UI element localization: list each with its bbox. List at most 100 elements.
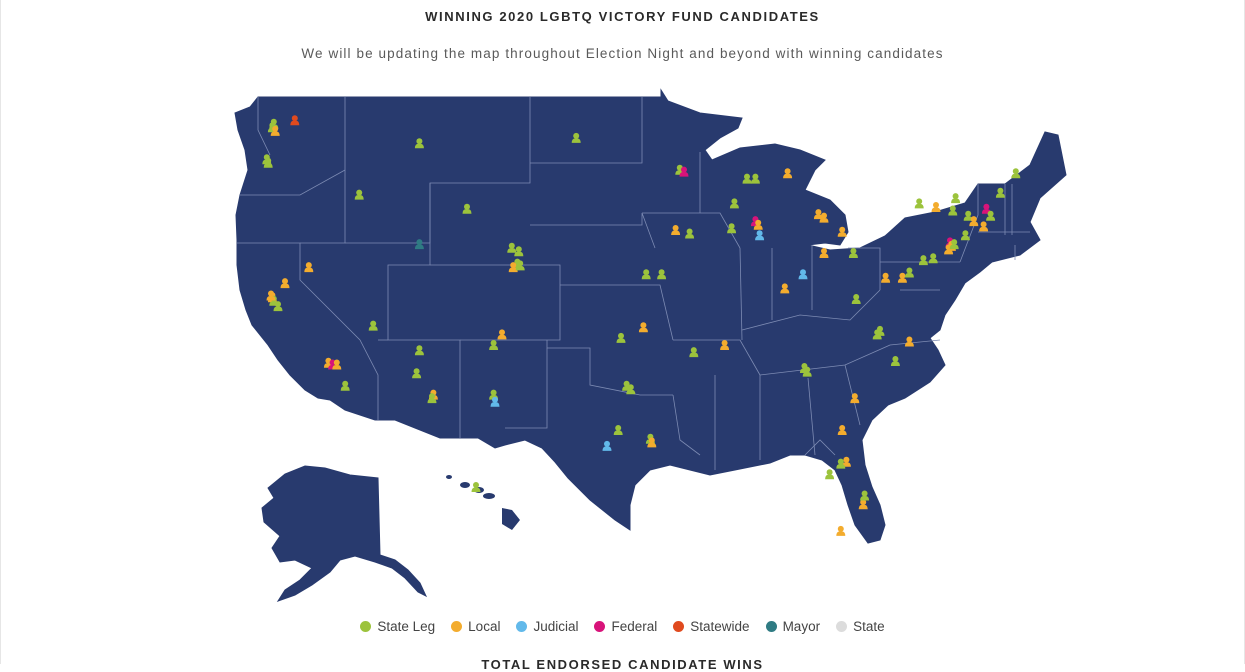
candidate-marker-local[interactable] bbox=[836, 525, 846, 536]
candidate-marker-state-leg[interactable] bbox=[727, 223, 737, 234]
candidate-marker-state-leg[interactable] bbox=[904, 267, 914, 278]
candidate-marker-state-leg[interactable] bbox=[963, 210, 973, 221]
legend-item-federal[interactable]: Federal bbox=[594, 619, 657, 634]
legend-dot-judicial bbox=[516, 621, 528, 632]
candidate-marker-state-leg[interactable] bbox=[1011, 168, 1021, 179]
candidate-marker-local[interactable] bbox=[647, 437, 657, 448]
candidate-marker-state-leg[interactable] bbox=[836, 458, 846, 469]
hawaii-shape[interactable] bbox=[446, 475, 520, 530]
candidate-marker-state-leg[interactable] bbox=[626, 384, 636, 395]
candidate-marker-state-leg[interactable] bbox=[412, 368, 422, 379]
candidate-marker-local[interactable] bbox=[332, 359, 342, 370]
candidate-marker-state-leg[interactable] bbox=[848, 248, 858, 258]
candidate-marker-mayor[interactable] bbox=[414, 239, 424, 250]
candidate-marker-state-leg[interactable] bbox=[354, 189, 364, 200]
page-title: WINNING 2020 LGBTQ VICTORY FUND CANDIDAT… bbox=[425, 9, 820, 24]
legend-item-state-leg[interactable]: State Leg bbox=[360, 619, 435, 634]
candidate-marker-local[interactable] bbox=[304, 262, 314, 273]
legend-item-state[interactable]: State bbox=[836, 619, 885, 634]
candidate-marker-state-leg[interactable] bbox=[951, 193, 961, 204]
candidate-marker-local[interactable] bbox=[671, 225, 681, 235]
candidate-marker-state-leg[interactable] bbox=[851, 294, 861, 304]
candidate-marker-judicial[interactable] bbox=[602, 440, 612, 451]
candidate-marker-statewide[interactable] bbox=[290, 115, 300, 126]
candidate-marker-state-leg[interactable] bbox=[685, 228, 695, 239]
candidate-marker-state-leg[interactable] bbox=[263, 157, 273, 168]
legend-dot-state bbox=[836, 621, 848, 632]
candidate-marker-local[interactable] bbox=[897, 272, 907, 283]
candidate-marker-state-leg[interactable] bbox=[414, 345, 424, 356]
candidate-marker-local[interactable] bbox=[783, 168, 793, 179]
candidate-marker-state-leg[interactable] bbox=[471, 482, 481, 492]
candidate-marker-local[interactable] bbox=[931, 202, 941, 212]
alaska-shape[interactable] bbox=[261, 465, 428, 602]
candidate-marker-local[interactable] bbox=[266, 290, 276, 301]
candidate-marker-state-leg[interactable] bbox=[273, 301, 283, 312]
candidate-marker-local[interactable] bbox=[858, 499, 868, 510]
candidate-marker-local[interactable] bbox=[979, 221, 989, 232]
candidate-marker-state-leg[interactable] bbox=[368, 320, 378, 331]
candidate-marker-local[interactable] bbox=[270, 125, 280, 136]
map-legend: State Leg Local Judicial Federal Statewi… bbox=[0, 619, 1245, 634]
legend-label-federal: Federal bbox=[611, 619, 658, 634]
candidate-marker-local[interactable] bbox=[638, 322, 648, 333]
legend-item-mayor[interactable]: Mayor bbox=[765, 619, 820, 634]
candidate-marker-local[interactable] bbox=[780, 283, 790, 294]
candidate-marker-state-leg[interactable] bbox=[515, 260, 525, 271]
candidate-marker-local[interactable] bbox=[280, 278, 290, 289]
candidate-marker-judicial[interactable] bbox=[755, 230, 765, 241]
candidate-marker-state-leg[interactable] bbox=[641, 269, 651, 280]
candidate-marker-state-leg[interactable] bbox=[890, 356, 900, 366]
candidate-marker-state-leg[interactable] bbox=[918, 255, 928, 266]
candidate-marker-state-leg[interactable] bbox=[742, 173, 752, 184]
legend-dot-federal bbox=[594, 621, 606, 632]
candidate-marker-local[interactable] bbox=[837, 226, 847, 237]
candidate-marker-state-leg[interactable] bbox=[928, 253, 938, 264]
candidate-marker-state-leg[interactable] bbox=[872, 329, 882, 340]
candidate-marker-state-leg[interactable] bbox=[462, 203, 472, 214]
legend-item-judicial[interactable]: Judicial bbox=[516, 619, 578, 634]
candidate-marker-state-leg[interactable] bbox=[960, 230, 970, 241]
candidate-marker-state-leg[interactable] bbox=[657, 269, 667, 280]
candidate-marker-state-leg[interactable] bbox=[414, 138, 424, 149]
candidate-marker-judicial[interactable] bbox=[490, 396, 500, 407]
candidate-marker-state-leg[interactable] bbox=[986, 210, 996, 221]
candidate-marker-state-leg[interactable] bbox=[949, 239, 959, 250]
candidate-marker-state-leg[interactable] bbox=[427, 393, 437, 404]
candidate-marker-local[interactable] bbox=[497, 329, 507, 340]
candidate-marker-local[interactable] bbox=[813, 209, 823, 220]
candidate-marker-state-leg[interactable] bbox=[616, 332, 626, 343]
candidate-marker-state-leg[interactable] bbox=[948, 205, 958, 216]
candidate-marker-state-leg[interactable] bbox=[860, 490, 870, 501]
frame-border-left bbox=[0, 0, 1, 664]
candidate-marker-state-leg[interactable] bbox=[689, 347, 699, 358]
candidate-marker-local[interactable] bbox=[904, 336, 914, 347]
candidate-marker-local[interactable] bbox=[881, 272, 891, 283]
candidate-marker-local[interactable] bbox=[819, 248, 829, 258]
candidate-marker-state-leg[interactable] bbox=[729, 198, 739, 209]
legend-item-local[interactable]: Local bbox=[451, 619, 500, 634]
legend-item-statewide[interactable]: Statewide bbox=[673, 619, 750, 634]
legend-label-state-leg: State Leg bbox=[377, 619, 436, 634]
candidate-marker-state-leg[interactable] bbox=[340, 380, 350, 391]
candidate-marker-local[interactable] bbox=[969, 216, 979, 227]
contiguous-us-shape[interactable] bbox=[234, 88, 1067, 544]
candidate-marker-state-leg[interactable] bbox=[802, 366, 812, 377]
candidate-marker-local[interactable] bbox=[753, 219, 763, 230]
candidate-marker-local[interactable] bbox=[850, 393, 860, 404]
candidate-marker-state-leg[interactable] bbox=[507, 242, 517, 253]
candidate-marker-state-leg[interactable] bbox=[571, 132, 581, 143]
candidate-marker-state-leg[interactable] bbox=[914, 198, 924, 209]
candidate-marker-state-leg[interactable] bbox=[514, 246, 524, 257]
candidate-marker-federal[interactable] bbox=[679, 166, 689, 177]
candidate-marker-state-leg[interactable] bbox=[613, 425, 623, 435]
candidate-marker-local[interactable] bbox=[720, 340, 730, 350]
candidate-marker-state-leg[interactable] bbox=[750, 173, 760, 184]
candidate-marker-local[interactable] bbox=[837, 425, 847, 435]
candidate-marker-state-leg[interactable] bbox=[995, 187, 1005, 198]
candidate-marker-state-leg[interactable] bbox=[489, 340, 499, 350]
candidate-marker-judicial[interactable] bbox=[798, 269, 808, 280]
candidate-marker-local[interactable] bbox=[508, 262, 518, 273]
candidate-marker-state-leg[interactable] bbox=[825, 469, 835, 480]
